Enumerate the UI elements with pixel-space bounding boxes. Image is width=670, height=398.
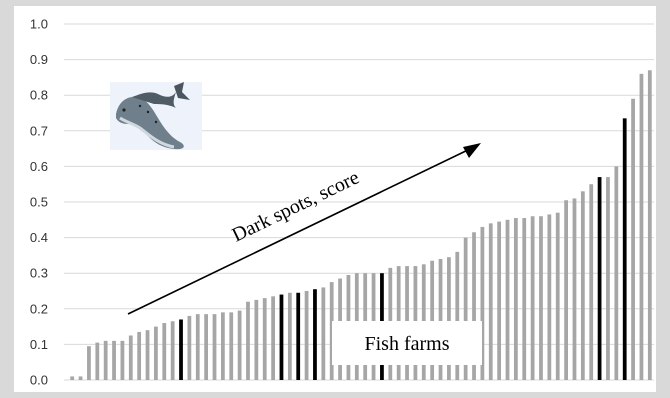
bar <box>112 340 116 380</box>
y-tick-label: 0.0 <box>30 373 48 388</box>
fish-farms-label: Fish farms <box>365 333 450 355</box>
bar-highlighted <box>296 292 301 380</box>
bar-highlighted <box>622 118 627 380</box>
bar <box>246 301 250 380</box>
bar <box>128 335 133 380</box>
bar <box>522 218 527 380</box>
bar <box>606 177 610 380</box>
y-axis-tick-labels: 0.0 0.1 0.2 0.3 0.4 0.5 0.6 0.7 0.8 0.9 1.0 <box>30 17 48 388</box>
bar <box>212 314 217 380</box>
y-tick-label: 0.8 <box>30 88 48 103</box>
bar <box>287 292 292 380</box>
bar <box>145 330 150 380</box>
bar <box>170 321 175 380</box>
bar-highlighted <box>179 319 183 380</box>
bar-highlighted <box>279 294 284 380</box>
bar <box>162 323 167 380</box>
bar-highlighted <box>313 289 317 380</box>
bar <box>530 216 535 380</box>
bar <box>639 73 644 380</box>
bar <box>447 257 451 380</box>
bar <box>154 326 158 380</box>
bar <box>505 219 510 380</box>
bar <box>513 218 518 380</box>
bar <box>87 346 91 380</box>
bar-chart: 0.0 0.1 0.2 0.3 0.4 0.5 0.6 0.7 0.8 0.9 1.0 Dark s… <box>30 17 654 388</box>
bar <box>497 221 502 380</box>
bar <box>580 191 585 380</box>
chart-frame: 0.0 0.1 0.2 0.3 0.4 0.5 0.6 0.7 0.8 0.9 1.0 Dark s… <box>14 6 656 392</box>
fish-farms-label-box: Fish farms <box>332 321 482 365</box>
bar <box>195 314 200 380</box>
bar <box>539 216 543 380</box>
bar <box>271 296 275 380</box>
bar <box>103 340 108 380</box>
bar <box>204 314 209 380</box>
bar <box>463 237 468 380</box>
salmon-fish-icon <box>110 82 202 150</box>
bar <box>254 299 259 380</box>
y-tick-label: 0.4 <box>30 230 48 245</box>
bar <box>262 298 267 380</box>
y-tick-label: 0.5 <box>30 195 48 210</box>
bar <box>614 166 619 380</box>
bar <box>229 312 234 380</box>
bar <box>95 342 100 380</box>
bar <box>438 258 443 380</box>
trend-arrow <box>127 143 481 315</box>
bar <box>237 310 242 380</box>
bar <box>78 376 83 380</box>
bar <box>480 226 485 380</box>
bar <box>488 223 493 380</box>
y-tick-label: 0.2 <box>30 301 48 316</box>
arrow-label: Dark spots, score <box>229 166 363 246</box>
bar <box>70 376 75 380</box>
bar <box>589 184 594 380</box>
bar <box>329 282 334 380</box>
bar <box>304 291 309 380</box>
bar <box>321 287 326 380</box>
bar <box>120 340 125 380</box>
bar <box>455 251 460 380</box>
bar-highlighted <box>597 177 602 380</box>
bar <box>572 198 577 380</box>
y-tick-label: 0.1 <box>30 337 48 352</box>
y-tick-label: 0.9 <box>30 52 48 67</box>
y-tick-label: 0.6 <box>30 159 48 174</box>
y-tick-label: 0.7 <box>30 123 48 138</box>
y-tick-label: 0.3 <box>30 266 48 281</box>
bar <box>472 232 476 380</box>
bar <box>564 200 568 380</box>
y-tick-label: 1.0 <box>30 17 48 32</box>
bar <box>137 331 142 380</box>
bar <box>430 260 435 380</box>
bar <box>647 70 652 380</box>
bar <box>631 98 635 380</box>
bar <box>187 315 192 380</box>
bar <box>547 214 552 380</box>
bar <box>555 212 560 380</box>
bar <box>220 312 225 380</box>
